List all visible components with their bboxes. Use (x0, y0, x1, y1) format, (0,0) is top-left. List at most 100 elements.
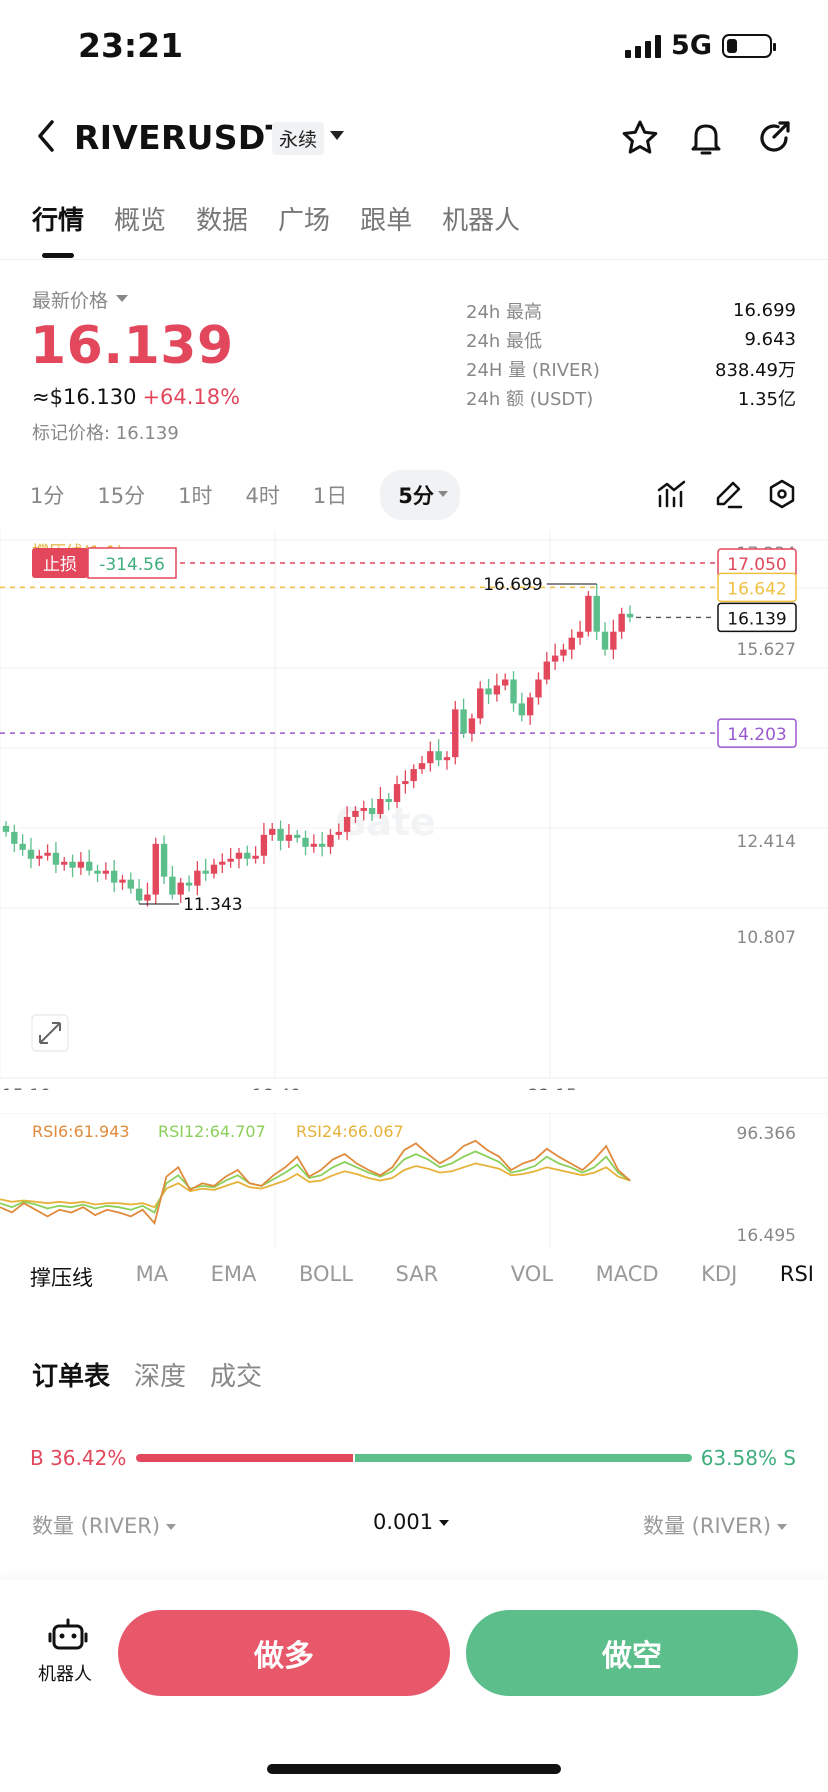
settings-hexagon-icon[interactable] (766, 478, 798, 510)
candle-body (310, 843, 318, 847)
support-tag-label: 14.203 (727, 725, 786, 745)
active-tab-indicator (42, 253, 74, 258)
interval-4h[interactable]: 4时 (245, 484, 280, 508)
candle-body (202, 870, 209, 874)
back-arrow-icon[interactable] (30, 116, 62, 156)
interval-15m[interactable]: 15分 (97, 484, 146, 508)
long-button[interactable]: 做多 (118, 1610, 450, 1696)
candlestick-chart[interactable]: Gate17.23415.62712.41410.80715:1018:4022… (0, 530, 828, 1090)
candle-body (610, 631, 617, 650)
indicator-boll[interactable]: BOLL (298, 1262, 353, 1286)
interval-5m-dropdown[interactable]: 5分 (380, 470, 460, 520)
tab-square[interactable]: 广场 (278, 206, 331, 236)
candle-body (427, 751, 434, 764)
support-tag-box (717, 718, 797, 748)
interval-1m[interactable]: 1分 (30, 484, 65, 508)
indicator-tabs: 撑压线 MA EMA BOLL SAR VOL MACD KDJ RSI (30, 1262, 814, 1292)
tab-bots[interactable]: 机器人 (442, 206, 521, 236)
bell-icon[interactable] (686, 118, 726, 158)
candle-body (260, 834, 268, 856)
candle-body (285, 834, 293, 841)
precision-selector[interactable]: 0.001 (373, 1510, 450, 1534)
candle-body (385, 798, 392, 802)
stat-label: 24h 额 (USDT) (466, 388, 594, 410)
candle-body (502, 679, 509, 686)
pencil-icon[interactable] (712, 478, 744, 510)
indicator-vol[interactable]: VOL (510, 1262, 554, 1286)
indicator-rsi[interactable]: RSI (779, 1262, 814, 1286)
network-label: 5G (671, 30, 712, 61)
stat-row: 24h 额 (USDT) 1.35亿 (466, 383, 796, 412)
candle-body (135, 888, 143, 901)
rsi12-label: RSI12:64.707 (158, 1122, 266, 1141)
share-icon[interactable] (754, 118, 794, 158)
tab-overview[interactable]: 概览 (114, 206, 167, 236)
y-tick-label: 15.627 (737, 640, 796, 660)
stop-value-box (87, 547, 177, 579)
y-tick-label: 12.414 (737, 832, 796, 852)
rsi-chart[interactable]: 96.366 16.495 RSI6:61.943 RSI12:64.707 RSI24… (0, 1113, 828, 1248)
candle-body (144, 894, 151, 901)
candle-body (593, 595, 600, 632)
pair-dropdown-icon[interactable] (330, 131, 344, 140)
candle-body (44, 852, 51, 856)
latest-price-dropdown-icon[interactable] (116, 295, 128, 302)
candle-body (102, 870, 110, 874)
stat-value: 1.35亿 (737, 388, 796, 410)
indicator-kdj[interactable]: KDJ (701, 1262, 738, 1286)
last-price: 16.139 (30, 316, 234, 376)
battery-icon (722, 33, 776, 58)
main-tabs: 行情 概览 数据 广场 跟单 机器人 (32, 200, 520, 237)
stat-row: 24h 最高 16.699 (466, 296, 796, 325)
candle-body (543, 661, 550, 680)
candle-body (452, 709, 459, 758)
candle-body (277, 828, 284, 841)
tab-data[interactable]: 数据 (196, 206, 249, 236)
candle-body (27, 849, 35, 859)
price-change: +64.18% (142, 385, 241, 409)
tab-orderbook[interactable]: 订单表 (32, 1362, 111, 1392)
resistance-tag-box (717, 572, 797, 603)
indicator-macd[interactable]: MACD (595, 1262, 659, 1286)
stat-label: 24h 最低 (466, 330, 543, 352)
candle-body (127, 879, 134, 889)
candle-body (526, 697, 534, 716)
tab-trades[interactable]: 成交 (210, 1362, 263, 1392)
usd-price-line: ≈$16.130 +64.18% (32, 385, 240, 409)
candle-body (460, 709, 467, 734)
qty-column-left[interactable]: 数量 (RIVER) (32, 1510, 177, 1540)
candle-body (86, 861, 93, 871)
chevron-down-icon (777, 1524, 788, 1530)
indicator-sar[interactable]: SAR (395, 1262, 439, 1286)
indicator-sr[interactable]: 撑压线 (30, 1266, 93, 1290)
home-indicator (267, 1764, 561, 1774)
candle-body (576, 631, 584, 638)
stop-badge (32, 547, 88, 578)
stop-loss-tag-label: 17.050 (727, 555, 786, 575)
tab-market[interactable]: 行情 (32, 206, 85, 236)
indicator-ma[interactable]: MA (135, 1262, 169, 1286)
candle-body (435, 751, 442, 761)
indicator-ema[interactable]: EMA (210, 1262, 257, 1286)
short-button[interactable]: 做空 (466, 1610, 798, 1696)
candle-body (360, 807, 367, 811)
tab-depth[interactable]: 深度 (134, 1362, 187, 1392)
star-icon[interactable] (620, 118, 660, 158)
candle-body (585, 595, 592, 632)
rsi-max-label: 96.366 (737, 1124, 796, 1144)
pair-title[interactable]: RIVERUSDT (74, 118, 289, 157)
robot-label[interactable]: 机器人 (38, 1664, 92, 1685)
tab-copy-trading[interactable]: 跟单 (360, 206, 413, 236)
candle-body (626, 613, 634, 618)
candle-body (235, 852, 243, 859)
candle-body (252, 855, 259, 859)
qty-column-right[interactable]: 数量 (RIVER) (643, 1510, 788, 1540)
indicator-chart-icon[interactable] (656, 478, 688, 510)
latest-price-label[interactable]: 最新价格 (32, 290, 109, 312)
candle-body (69, 861, 76, 868)
robot-icon[interactable] (48, 1616, 88, 1656)
interval-1h[interactable]: 1时 (178, 484, 213, 508)
candle-body (119, 879, 126, 883)
candle-body (477, 688, 484, 719)
interval-1d[interactable]: 1日 (312, 484, 348, 508)
